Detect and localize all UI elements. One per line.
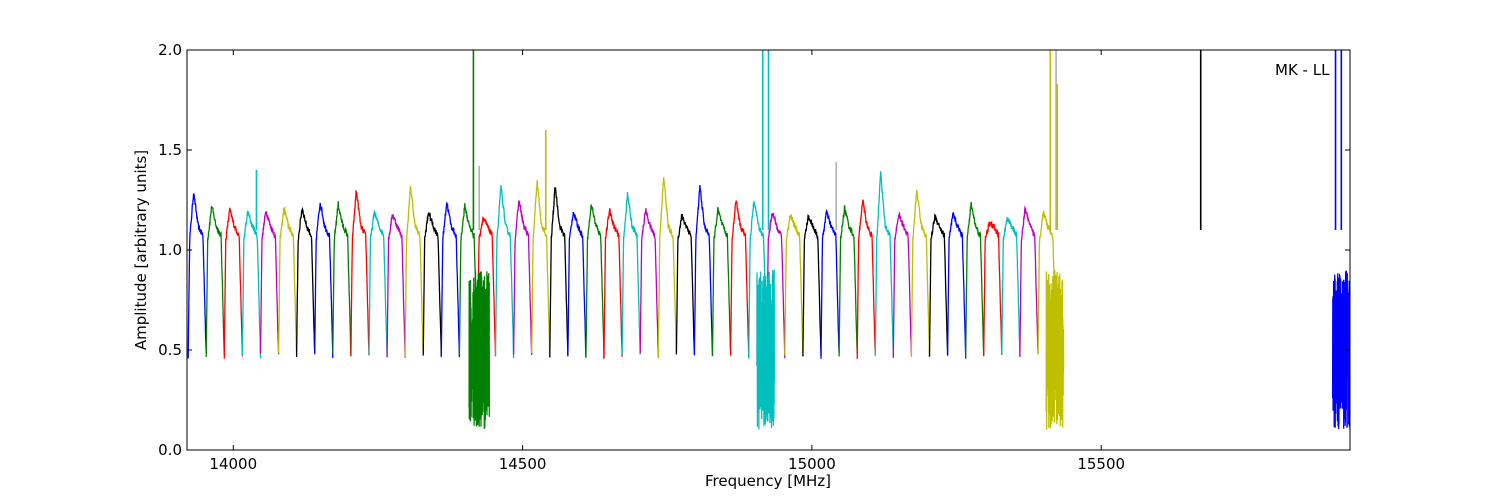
channel-trace	[693, 184, 714, 357]
rfi-burst	[1045, 270, 1065, 430]
y-axis-label: Amplitude [arbitrary units]	[132, 150, 150, 350]
channel-trace	[585, 204, 605, 359]
channel-trace	[440, 202, 461, 358]
channel-trace	[512, 200, 533, 355]
x-tick-label: 14000	[209, 455, 257, 473]
rfi-burst	[468, 271, 490, 429]
channel-trace	[657, 176, 678, 359]
channel-trace	[983, 220, 1003, 357]
channel-trace	[910, 189, 931, 358]
rfi-burst	[756, 269, 775, 430]
channel-trace	[277, 206, 298, 355]
channel-trace	[838, 205, 858, 357]
x-tick-label: 15500	[1077, 455, 1125, 473]
y-tick-label: 0.5	[158, 341, 182, 359]
y-tick-label: 2.0	[158, 41, 182, 59]
x-tick-label: 14500	[499, 455, 547, 473]
channel-trace	[748, 200, 768, 359]
y-tick-label: 1.5	[158, 141, 182, 159]
channel-trace	[928, 212, 949, 357]
y-tick-label: 1.0	[158, 241, 182, 259]
channel-trace	[494, 185, 515, 359]
channel-trace	[404, 186, 424, 357]
channel-trace	[675, 213, 696, 355]
channel-trace	[856, 199, 876, 359]
series-layer	[187, 171, 1350, 431]
channel-trace	[531, 179, 551, 354]
rfi-burst	[1331, 270, 1350, 431]
channel-trace	[476, 216, 497, 358]
channel-trace	[784, 214, 804, 357]
channel-trace	[332, 201, 352, 357]
channel-trace	[295, 206, 316, 358]
channel-trace	[223, 207, 244, 359]
channel-trace	[1001, 216, 1021, 357]
y-tick-label: 0.0	[158, 441, 182, 459]
channel-trace	[802, 214, 822, 357]
channel-trace	[1019, 205, 1039, 358]
chart-annotation: MK - LL	[1275, 61, 1330, 79]
channel-trace	[205, 206, 225, 358]
tick-layer: 14000 14500 15000 15500 0.0 0.5 1.0 1.5 2.0	[158, 41, 1350, 473]
channel-trace	[458, 203, 479, 355]
x-axis-label: Frequency [MHz]	[705, 472, 831, 490]
channel-trace	[639, 208, 659, 358]
x-tick-label: 15000	[788, 455, 836, 473]
channel-trace	[711, 207, 732, 357]
channel-trace	[549, 187, 569, 358]
channel-trace	[766, 212, 786, 359]
channel-trace	[350, 189, 370, 356]
channel-trace	[567, 212, 587, 357]
spike-layer	[255, 50, 1343, 230]
channel-trace	[1037, 209, 1057, 355]
channel-trace	[965, 201, 985, 358]
channel-trace	[603, 208, 623, 359]
channel-trace	[621, 192, 641, 355]
channel-trace	[259, 211, 280, 355]
channel-trace	[368, 209, 388, 358]
channel-trace	[386, 214, 406, 358]
channel-trace	[422, 212, 442, 357]
channel-trace	[187, 193, 207, 359]
channel-trace	[241, 210, 262, 359]
channel-trace	[946, 211, 967, 359]
channel-trace	[820, 208, 840, 359]
channel-trace	[729, 200, 750, 358]
channel-trace	[874, 171, 894, 357]
channel-trace	[892, 211, 913, 359]
channel-trace	[314, 202, 334, 359]
